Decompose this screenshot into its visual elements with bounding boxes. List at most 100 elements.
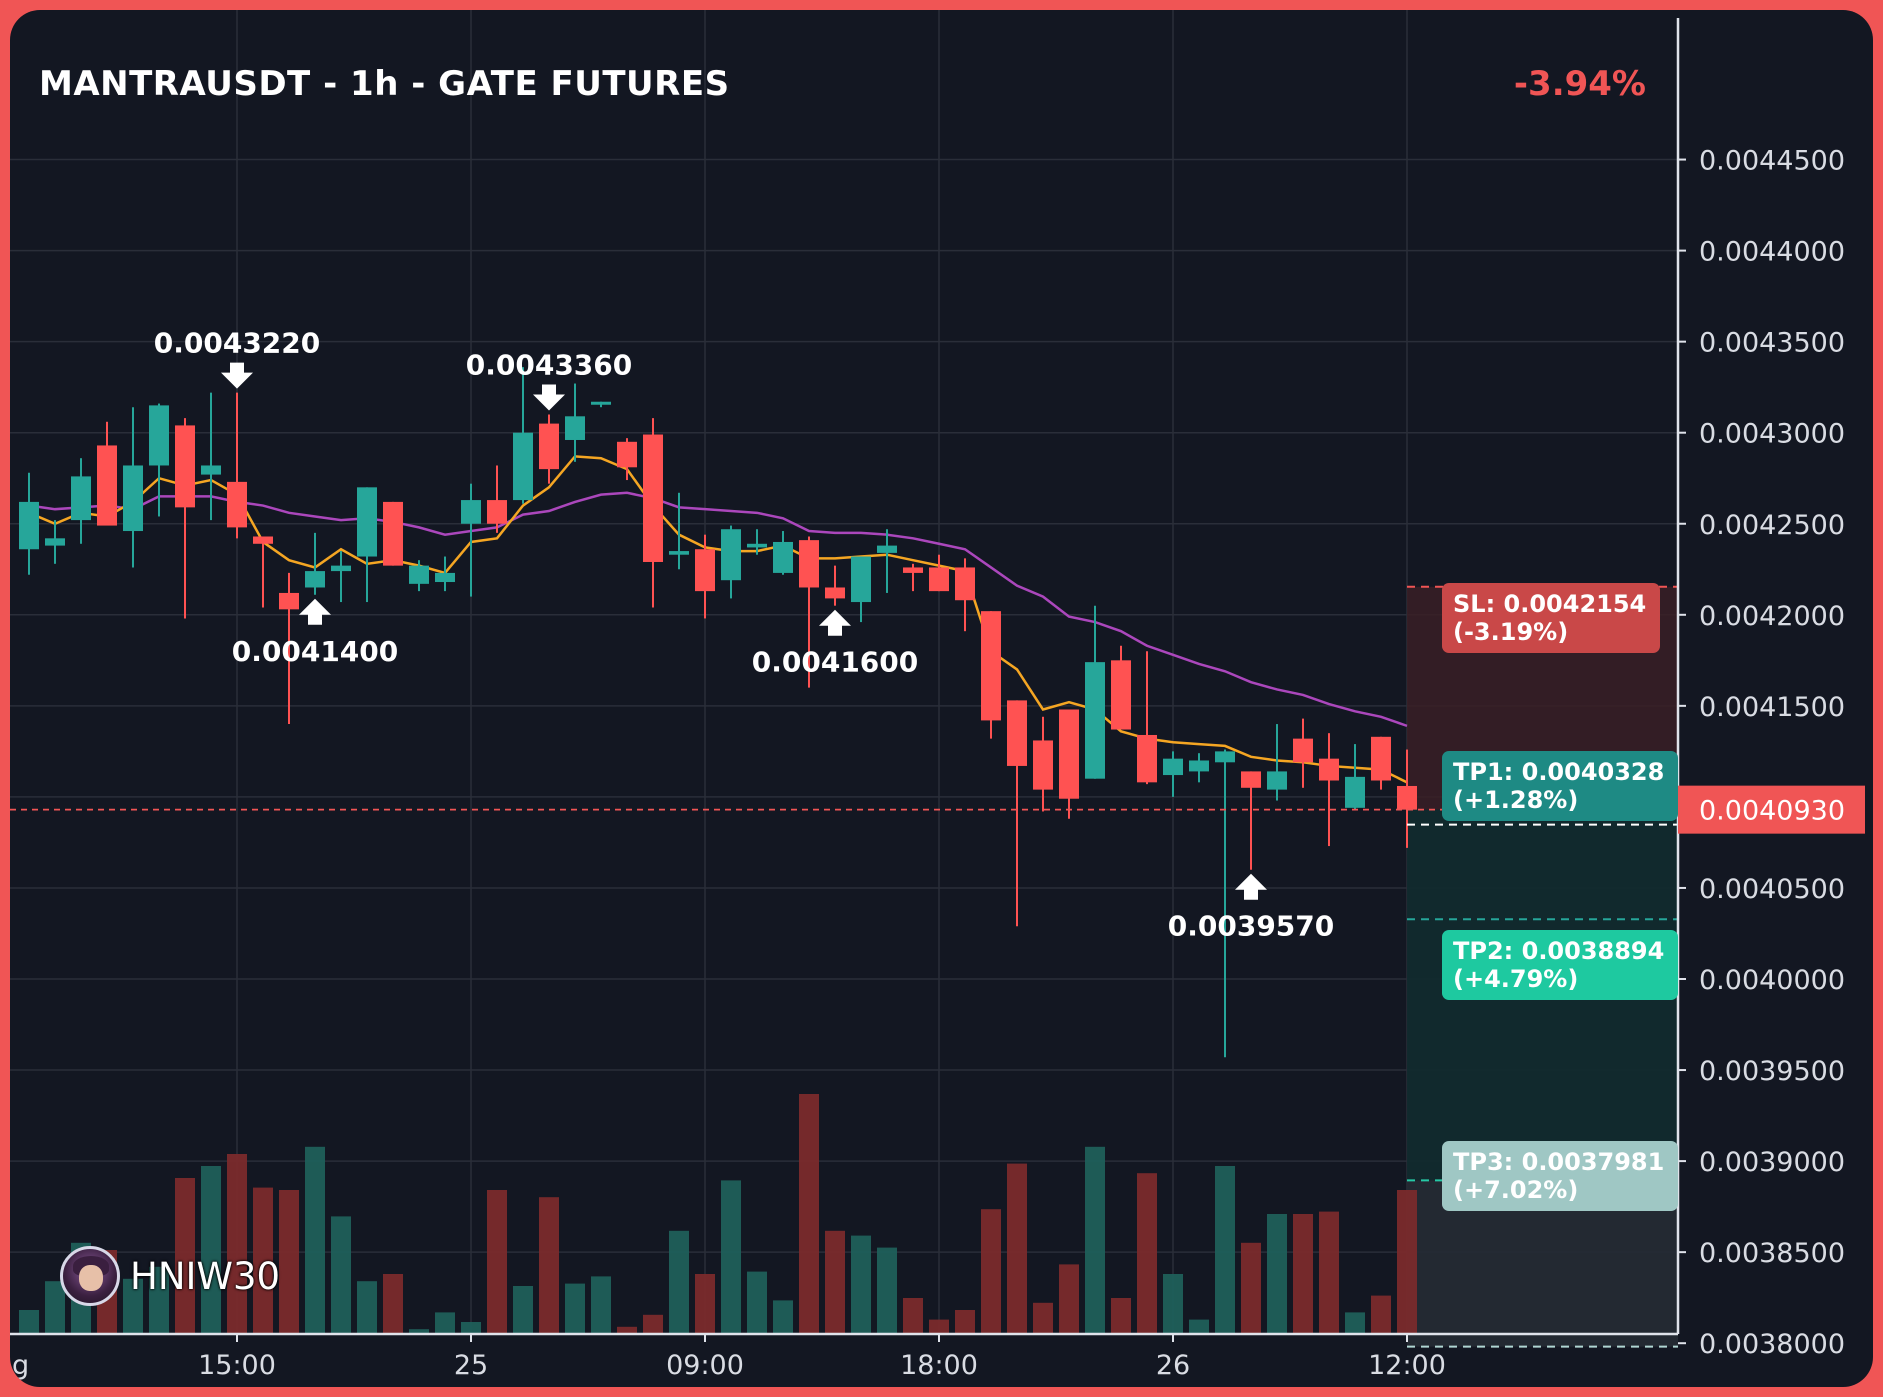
x-tick-label: 12:00 bbox=[1368, 1350, 1446, 1381]
tp2-label-pct: (+4.79%) bbox=[1453, 965, 1578, 993]
candle bbox=[1371, 736, 1391, 790]
volume-bar bbox=[903, 1298, 923, 1334]
candle bbox=[305, 532, 325, 595]
candle-body bbox=[383, 501, 403, 566]
candle bbox=[929, 554, 949, 592]
volume-bar bbox=[175, 1178, 195, 1334]
candle-body bbox=[227, 481, 247, 528]
candle-body bbox=[539, 423, 559, 470]
candle bbox=[123, 407, 143, 568]
candle-body bbox=[851, 556, 871, 603]
candles bbox=[19, 367, 1417, 1058]
candle-body bbox=[97, 445, 117, 526]
volume-bar bbox=[1241, 1242, 1261, 1334]
candle-body bbox=[721, 529, 741, 581]
y-tick-label: 0.0044500 bbox=[1699, 146, 1845, 177]
candle bbox=[409, 560, 429, 592]
candle bbox=[1085, 605, 1105, 779]
candle bbox=[981, 611, 1001, 739]
tp3-label: TP3: 0.0037981(+7.02%) bbox=[1442, 1141, 1678, 1211]
tp1-label-pct: (+1.28%) bbox=[1453, 786, 1578, 814]
chart-title: MANTRAUSDT - 1h - GATE FUTURES bbox=[39, 64, 730, 104]
volume-bar bbox=[123, 1278, 143, 1334]
candle-body bbox=[877, 545, 897, 553]
y-tick-label: 0.0039500 bbox=[1699, 1056, 1845, 1087]
candle bbox=[539, 414, 559, 484]
candle bbox=[591, 401, 611, 408]
volume-bar bbox=[253, 1187, 273, 1334]
candle bbox=[227, 392, 247, 539]
candle-body bbox=[1267, 771, 1287, 790]
candle-body bbox=[1033, 740, 1053, 790]
candle-body bbox=[773, 541, 793, 573]
volume-bar bbox=[851, 1235, 871, 1334]
swing-high-label: 0.0043360 bbox=[466, 348, 633, 381]
candle bbox=[1137, 651, 1157, 785]
volume-bar bbox=[45, 1281, 65, 1334]
volume-bar bbox=[669, 1230, 689, 1334]
swing-high-label: 0.0043220 bbox=[154, 327, 321, 360]
volume-bar bbox=[1293, 1214, 1313, 1334]
candle-body bbox=[1059, 709, 1079, 799]
candle bbox=[1033, 716, 1053, 812]
ema-lines bbox=[28, 455, 1408, 784]
volume-bar bbox=[227, 1154, 247, 1334]
candle-body bbox=[1241, 771, 1261, 788]
candle-body bbox=[45, 538, 65, 546]
candle-body bbox=[695, 549, 715, 592]
candle bbox=[565, 383, 585, 462]
arrow-up-icon bbox=[819, 609, 851, 636]
volume-bar bbox=[591, 1276, 611, 1334]
candle bbox=[747, 529, 767, 555]
candle bbox=[71, 458, 91, 544]
candle-body bbox=[825, 587, 845, 599]
candle-body bbox=[331, 565, 351, 572]
ema-slow-line bbox=[28, 491, 1408, 728]
y-tick-label: 0.0041500 bbox=[1699, 692, 1845, 723]
swing-low-marker: 0.0039570 bbox=[1168, 873, 1334, 943]
x-tick-label: 09:00 bbox=[666, 1350, 744, 1381]
swing-low-label: 0.0041400 bbox=[232, 635, 399, 668]
volume-bar bbox=[1267, 1214, 1287, 1334]
volume-bar bbox=[565, 1283, 585, 1334]
candle bbox=[175, 418, 195, 619]
volume-bar bbox=[1085, 1146, 1105, 1334]
volume-bar bbox=[1189, 1319, 1209, 1334]
volume-bar bbox=[305, 1146, 325, 1334]
y-tick-label: 0.0039000 bbox=[1699, 1147, 1845, 1178]
candle bbox=[825, 565, 845, 606]
candle bbox=[19, 472, 39, 575]
tp3-label-box bbox=[1442, 1141, 1678, 1211]
candle-body bbox=[1007, 700, 1027, 766]
candle-body bbox=[149, 405, 169, 466]
volume-bar bbox=[201, 1166, 221, 1334]
volume-bar bbox=[877, 1247, 897, 1334]
candle bbox=[799, 536, 819, 688]
candle-body bbox=[1189, 760, 1209, 772]
volume-bar bbox=[487, 1190, 507, 1334]
candle-body bbox=[1085, 662, 1105, 779]
tp1-label-box bbox=[1442, 751, 1678, 821]
candle bbox=[45, 520, 65, 564]
candle bbox=[1215, 749, 1235, 1058]
tp2-label-price: TP2: 0.0038894 bbox=[1453, 937, 1664, 965]
candle bbox=[1345, 744, 1365, 810]
candle-body bbox=[1215, 751, 1235, 763]
candle bbox=[97, 421, 117, 526]
candle-body bbox=[71, 476, 91, 521]
volume-bar bbox=[1137, 1173, 1157, 1334]
tp1-label-price: TP1: 0.0040328 bbox=[1453, 758, 1664, 786]
sl-label-pct: (-3.19%) bbox=[1453, 618, 1568, 646]
swing-low-label: 0.0041600 bbox=[752, 646, 919, 679]
candle-body bbox=[279, 592, 299, 610]
swing-high-marker: 0.0043360 bbox=[466, 348, 633, 411]
candle bbox=[253, 536, 273, 608]
brand-name: HNIW30 bbox=[130, 1254, 281, 1298]
volume-bar bbox=[643, 1314, 663, 1334]
candle bbox=[1397, 749, 1417, 848]
candle bbox=[695, 534, 715, 619]
x-tick-label: g bbox=[12, 1350, 29, 1381]
sl-label: SL: 0.0042154(-3.19%) bbox=[1442, 583, 1660, 653]
y-tick-label: 0.0044000 bbox=[1699, 237, 1845, 268]
